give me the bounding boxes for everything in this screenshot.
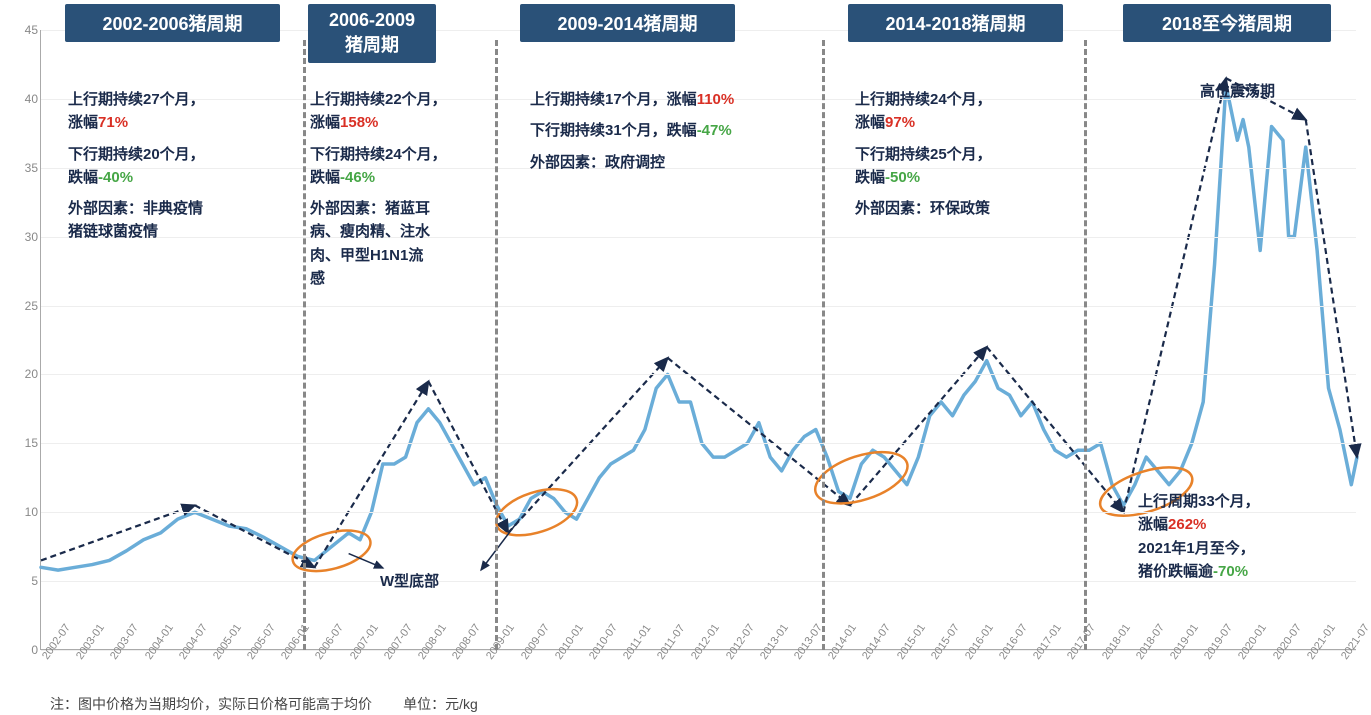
w-bottom-label: W型底部	[380, 570, 439, 591]
cycle-header: 2018至今猪周期	[1123, 4, 1331, 42]
chart-root: 0 5 10 15 20 25 30 35 40 45 2002-072003-012003-07…	[0, 0, 1371, 715]
cycle-header: 2002-2006猪周期	[65, 4, 280, 42]
cycle-annotation: 上行期持续24个月，涨幅97% 下行期持续25个月，跌幅-50% 外部因素：环保…	[855, 88, 1065, 220]
cycle-header: 2014-2018猪周期	[848, 4, 1063, 42]
cycle-annotation: 上行周期33个月，涨幅262%2021年1月至今，猪价跌幅逾-70%	[1138, 490, 1348, 583]
cycle-annotation: 上行期持续22个月，涨幅158% 下行期持续24个月，跌幅-46% 外部因素：猪…	[310, 88, 480, 290]
trend-arrow	[508, 358, 668, 533]
high-oscillation-label: 高位震荡期	[1200, 80, 1275, 101]
footnote-prefix: 注：	[50, 696, 78, 712]
trend-arrow	[314, 381, 428, 567]
trend-arrow	[195, 505, 315, 567]
footnote-unit: 元/kg	[445, 696, 478, 712]
cycle-annotation: 上行期持续17个月，涨幅110% 下行期持续31个月，跌幅-47% 外部因素：政…	[530, 88, 790, 174]
trend-arrow	[41, 505, 195, 560]
y-tick: 40	[0, 92, 38, 106]
trend-arrow	[987, 347, 1124, 512]
y-tick: 15	[0, 436, 38, 450]
footnote: 注：图中价格为当期均价，实际日价格可能高于均价 单位：元/kg	[50, 694, 478, 714]
cycle-header: 2009-2014猪周期	[520, 4, 735, 42]
cycle-divider	[495, 40, 498, 650]
trend-arrow	[1306, 120, 1357, 458]
cycle-annotation: 上行期持续27个月，涨幅71% 下行期持续20个月，跌幅-40% 外部因素：非典…	[68, 88, 268, 244]
y-tick: 25	[0, 299, 38, 313]
y-tick: 5	[0, 574, 38, 588]
y-tick: 35	[0, 161, 38, 175]
y-axis: 051015202530354045	[0, 30, 40, 650]
footnote-unit-label: 单位：	[403, 696, 445, 712]
cycle-header: 2006-2009猪周期	[308, 4, 436, 63]
y-tick: 45	[0, 23, 38, 37]
pointer-line	[481, 519, 520, 570]
footnote-body: 图中价格为当期均价，实际日价格可能高于均价	[78, 696, 372, 712]
y-tick: 0	[0, 643, 38, 657]
x-axis-labels: 2002-072003-012003-072004-012004-072005-…	[40, 652, 1356, 700]
cycle-divider	[1084, 40, 1087, 650]
y-tick: 30	[0, 230, 38, 244]
cycle-divider	[822, 40, 825, 650]
trend-arrow	[850, 347, 987, 505]
cycle-divider	[303, 40, 306, 650]
y-tick: 20	[0, 367, 38, 381]
y-tick: 10	[0, 505, 38, 519]
